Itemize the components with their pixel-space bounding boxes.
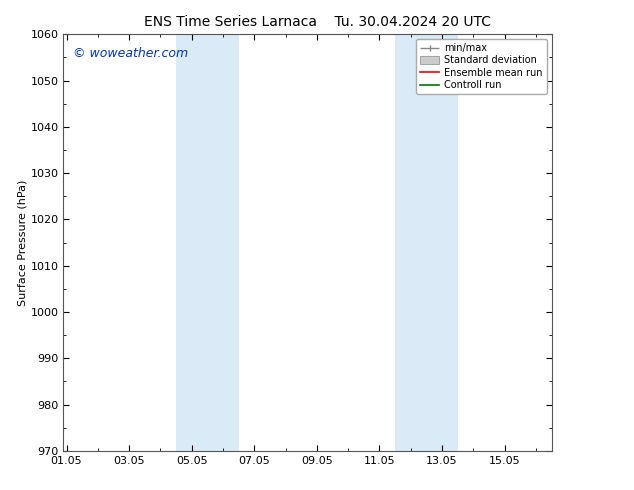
Text: ENS Time Series Larnaca    Tu. 30.04.2024 20 UTC: ENS Time Series Larnaca Tu. 30.04.2024 2… (143, 15, 491, 29)
Legend: min/max, Standard deviation, Ensemble mean run, Controll run: min/max, Standard deviation, Ensemble me… (416, 39, 547, 94)
Bar (176, 34, 238, 451)
Text: © woweather.com: © woweather.com (73, 47, 188, 60)
Y-axis label: Surface Pressure (hPa): Surface Pressure (hPa) (18, 179, 28, 306)
Bar (395, 34, 458, 451)
